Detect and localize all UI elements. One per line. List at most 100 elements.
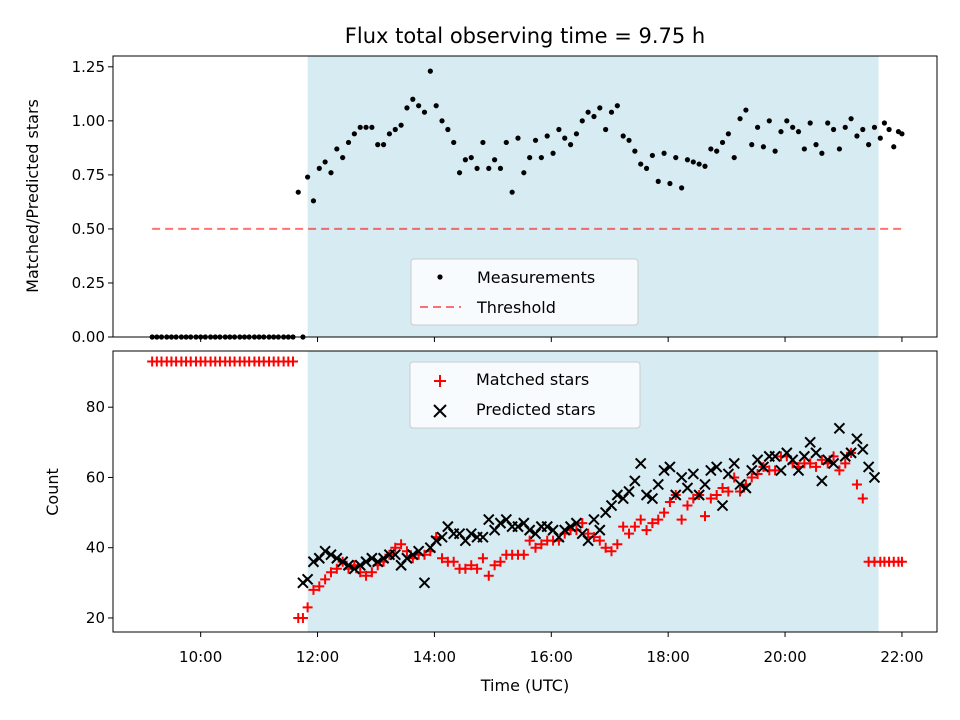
- measurement-point: [638, 161, 644, 167]
- measurement-point: [597, 105, 603, 111]
- measurement-point: [573, 131, 580, 137]
- predicted-star-point: [360, 556, 372, 568]
- measurement-point: [480, 139, 486, 146]
- predicted-star-point: [336, 556, 349, 568]
- matched-star-point: [489, 560, 500, 571]
- matched-star-point: [460, 563, 471, 574]
- measurement-point: [899, 131, 905, 137]
- measurement-point: [369, 124, 375, 130]
- matched-star-point: [396, 539, 407, 550]
- measurement-point: [492, 157, 498, 163]
- measurement-point: [416, 103, 422, 109]
- predicted-star-point: [640, 489, 653, 501]
- y-tick-label: 60: [86, 468, 105, 486]
- matched-star-point: [770, 465, 781, 476]
- y-tick-label: 0.25: [72, 274, 105, 292]
- measurement-point: [427, 68, 433, 74]
- ratio-panel: Measurements Threshold 0.00 0.25 0.50 0.75 1…: [23, 55, 938, 346]
- matched-star-point: [857, 493, 868, 504]
- measurement-point: [766, 118, 772, 124]
- measurement-point: [649, 152, 655, 159]
- chart-title: Flux total observing time = 9.75 h: [345, 24, 705, 48]
- measurement-point: [380, 142, 387, 148]
- matched-star-point: [717, 482, 728, 493]
- measurement-point: [860, 126, 866, 133]
- measurement-point: [439, 118, 445, 124]
- predicted-star-point: [319, 545, 331, 557]
- ratio-x-ticks: [200, 337, 903, 342]
- measurement-point: [608, 109, 615, 115]
- predicted-star-point: [477, 531, 489, 543]
- measurement-point: [375, 142, 381, 148]
- ratio-panel-frame: [112, 55, 938, 338]
- measurement-point: [410, 96, 416, 102]
- predicted-star-point: [716, 499, 729, 512]
- measurement-point: [509, 189, 515, 195]
- y-tick-label: 1.00: [72, 112, 105, 130]
- measurement-point: [854, 133, 860, 139]
- measurement-point: [316, 165, 322, 171]
- matched-star-point: [495, 556, 506, 567]
- measurement-point: [295, 189, 301, 195]
- count-panel: Matched stars Predicted stars 20 40 60 80 1…: [43, 350, 938, 666]
- matched-star-point: [518, 549, 529, 560]
- measurement-point: [363, 124, 369, 130]
- measurement-point: [550, 150, 556, 156]
- ratio-y-ticks: 0.00 0.25 0.50 0.75 1.00 1.25: [72, 58, 113, 346]
- measurement-point: [620, 133, 626, 139]
- x-tick-label: 14:00: [413, 648, 456, 666]
- predicted-star-point: [465, 527, 477, 540]
- measurement-point: [886, 126, 892, 133]
- measurement-point: [456, 170, 463, 176]
- measurement-point: [567, 142, 574, 148]
- matched-star-point: [682, 500, 693, 511]
- predicted-legend-marker: [433, 404, 447, 418]
- predicted-star-point: [681, 482, 694, 494]
- measurement-point: [503, 139, 509, 146]
- y-tick-label: 20: [86, 609, 105, 627]
- measurement-point: [714, 148, 720, 154]
- predicted-star-point: [746, 464, 758, 477]
- measurement-point: [754, 124, 761, 130]
- count-y-axis-label: Count: [43, 468, 62, 516]
- predicted-star-point: [407, 549, 419, 561]
- matched-star-point: [612, 539, 623, 550]
- measurement-point: [310, 198, 317, 204]
- measurement-point: [626, 137, 632, 143]
- measurement-point: [632, 148, 638, 154]
- matched-legend-marker: [434, 375, 446, 387]
- matched-star-point: [287, 356, 298, 367]
- ratio-legend: Measurements Threshold: [410, 258, 639, 326]
- ratio-legend-box: [410, 258, 639, 326]
- predicted-star-point: [775, 464, 787, 477]
- count-legend-box: [409, 361, 641, 429]
- count-x-ticks: 10:00 12:00 14:00 16:00 18:00 20:00 22:00: [179, 632, 924, 666]
- matched-star-point: [641, 525, 652, 536]
- matched-star-point: [618, 521, 629, 532]
- predicted-star-point: [436, 531, 448, 543]
- measurement-point: [807, 120, 813, 126]
- measurement-point: [719, 139, 726, 146]
- measurement-point: [866, 142, 872, 148]
- threshold-legend-label: Threshold: [476, 298, 556, 317]
- measurement-point: [544, 133, 550, 139]
- matched-star-point: [811, 461, 822, 472]
- measurement-point: [305, 174, 311, 180]
- measurement-point: [538, 154, 544, 161]
- measurement-point: [392, 126, 398, 133]
- matched-star-point: [629, 521, 640, 532]
- matched-star-point: [711, 490, 722, 501]
- matched-star-point: [366, 567, 377, 578]
- predicted-star-point: [325, 549, 337, 561]
- x-tick-label: 12:00: [296, 648, 339, 666]
- matched-star-point: [647, 518, 658, 529]
- matched-star-point: [624, 528, 635, 539]
- matched-star-point: [659, 507, 670, 518]
- measurement-point: [795, 129, 802, 135]
- measurement-point: [579, 118, 585, 124]
- predicted-star-point: [307, 556, 320, 568]
- predicted-star-point: [675, 471, 688, 484]
- y-tick-label: 0.75: [72, 166, 105, 184]
- ratio-y-axis-label: Matched/Predicted stars: [23, 99, 42, 293]
- predicted-star-point: [646, 492, 659, 505]
